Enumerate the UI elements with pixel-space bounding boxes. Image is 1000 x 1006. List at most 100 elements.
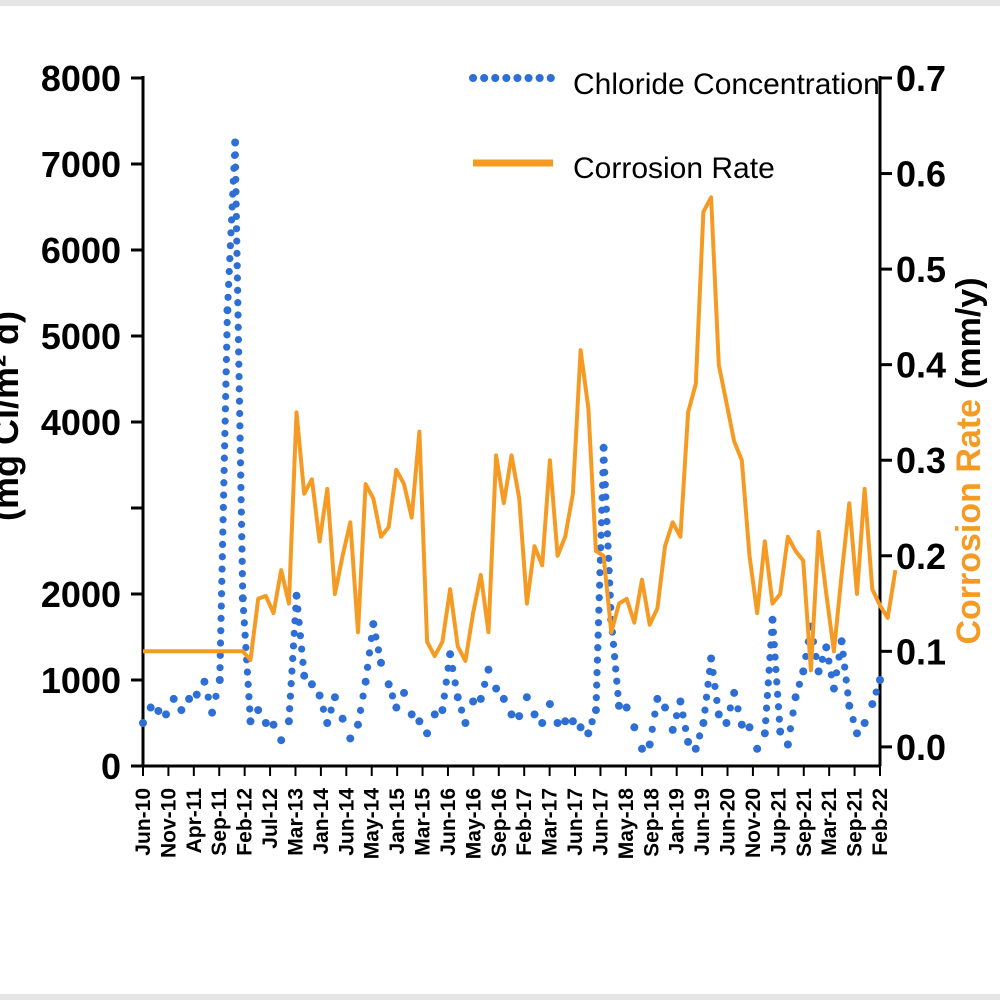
chloride-point xyxy=(246,717,255,726)
x-tick-label: May-16 xyxy=(462,788,485,859)
chloride-dot xyxy=(237,520,246,528)
x-tick-label: Mar-17 xyxy=(539,788,562,856)
chloride-dot xyxy=(774,703,783,711)
chloride-dot xyxy=(222,392,230,401)
chloride-dot xyxy=(239,606,248,615)
chloride-dot xyxy=(246,705,254,713)
chloride-dot xyxy=(701,706,709,714)
chloride-dot xyxy=(243,668,252,676)
chloride-dot xyxy=(457,706,466,714)
x-tick-label: May-18 xyxy=(615,788,638,860)
chloride-dot xyxy=(709,668,717,677)
chloride-dot xyxy=(233,262,241,270)
chloride-dot xyxy=(451,679,459,687)
chloride-dot xyxy=(222,380,230,388)
chloride-dot xyxy=(594,644,602,652)
chloride-dot xyxy=(726,704,734,712)
chloride-point xyxy=(829,684,838,693)
chloride-dot xyxy=(221,405,230,413)
chloride-series xyxy=(139,138,884,753)
chloride-dot xyxy=(588,718,596,726)
x-tick-label: Sep-11 xyxy=(208,788,231,856)
chloride-point xyxy=(561,717,570,726)
chloride-dot xyxy=(764,679,772,687)
chloride-dot xyxy=(597,531,605,539)
chloride-dot xyxy=(298,645,306,653)
chloride-dot xyxy=(603,530,612,538)
y-left-tick-label: 6000 xyxy=(41,230,121,271)
y-right-tick-label: 0.1 xyxy=(896,631,946,672)
chloride-point xyxy=(446,650,455,659)
chloride-point xyxy=(753,744,762,753)
chloride-point xyxy=(538,719,547,727)
chloride-dot xyxy=(245,693,253,701)
chloride-dot xyxy=(299,658,307,666)
x-tick-label: Mar-13 xyxy=(284,788,307,856)
chloride-dot xyxy=(363,663,372,671)
chloride-point xyxy=(737,720,746,729)
chloride-dot xyxy=(287,680,295,688)
chloride-point xyxy=(814,667,823,676)
y-right-tick-label: 0.2 xyxy=(896,536,946,577)
chloride-dot xyxy=(773,678,781,686)
chloride-point xyxy=(469,697,478,706)
chloride-dot xyxy=(220,479,228,487)
chloride-point xyxy=(384,680,393,689)
chloride-point xyxy=(499,694,508,703)
chloride-dot xyxy=(233,249,241,257)
chloride-point xyxy=(254,706,263,715)
chloride-dot xyxy=(220,466,228,475)
x-tick-label: Feb-12 xyxy=(234,788,257,856)
corrosion-line xyxy=(143,195,898,673)
chloride-dot xyxy=(596,569,604,577)
x-tick-label: Jan-15 xyxy=(386,788,409,855)
chloride-point xyxy=(453,693,462,702)
y-right-tick-label: 0.7 xyxy=(896,58,946,99)
chloride-dot xyxy=(612,665,620,673)
chloride-point xyxy=(400,688,409,697)
chloride-point xyxy=(530,710,539,719)
chloride-dot xyxy=(286,692,294,700)
chloride-dot xyxy=(374,646,383,654)
chloride-dot xyxy=(226,242,235,250)
chloride-dot xyxy=(602,505,610,513)
chloride-point xyxy=(507,710,516,719)
x-tick-label: Sep-21 xyxy=(793,788,816,857)
chloride-dot xyxy=(235,372,243,381)
chloride-dot xyxy=(289,654,297,663)
chloride-point xyxy=(545,700,554,709)
chloride-dot xyxy=(734,705,742,713)
y-axis-right-label-unit: (mm/y) xyxy=(950,277,988,388)
chloride-dot xyxy=(319,705,328,713)
legend-chloride-label: Chloride Concentration xyxy=(573,68,880,101)
x-tick-label: Jun-16 xyxy=(437,788,460,856)
chloride-dot xyxy=(227,229,235,237)
chloride-point xyxy=(185,694,194,703)
x-tick-label: Jun-14 xyxy=(335,788,358,856)
x-tick-label: Jul-12 xyxy=(259,788,282,849)
chloride-point xyxy=(684,737,693,746)
chloride-dot xyxy=(219,528,227,536)
chloride-dot xyxy=(235,397,244,405)
chloride-dot xyxy=(825,657,833,665)
chloride-dot xyxy=(613,677,621,685)
chloride-point xyxy=(661,703,670,712)
chloride-point xyxy=(852,729,861,738)
chloride-dot xyxy=(234,286,242,294)
x-tick-label: Mar-21 xyxy=(818,788,841,856)
chloride-dot xyxy=(294,605,302,613)
chloride-dot xyxy=(237,496,245,504)
chloride-dot xyxy=(221,417,229,425)
chloride-dot xyxy=(234,323,242,331)
chloride-point xyxy=(423,729,432,738)
chloride-dot xyxy=(218,577,226,585)
chloride-dot xyxy=(365,649,374,657)
chloride-dot xyxy=(770,641,778,649)
chloride-dot xyxy=(226,255,234,263)
chloride-dot xyxy=(216,664,224,672)
chloride-dot xyxy=(704,680,712,688)
chloride-dot xyxy=(217,602,225,610)
chloride-dot xyxy=(296,632,304,640)
chloride-dot xyxy=(219,516,227,524)
chloride-point xyxy=(676,697,685,706)
